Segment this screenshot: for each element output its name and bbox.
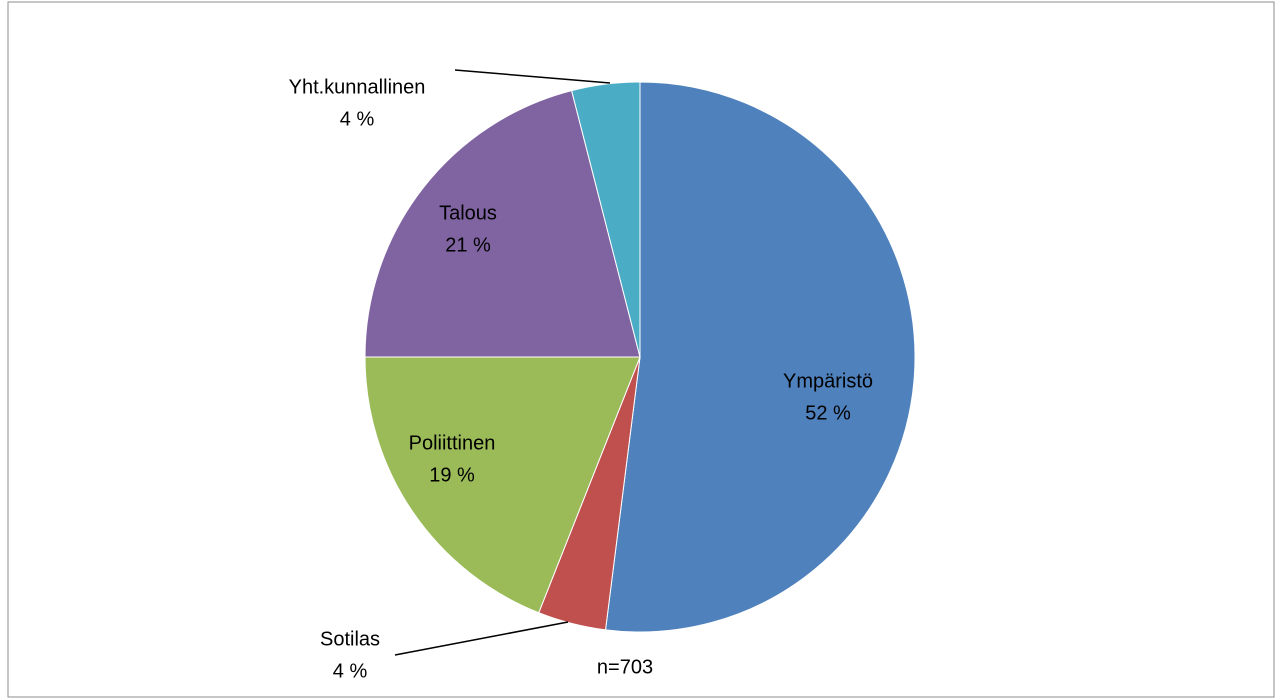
slice-label: Yht.kunnallinen xyxy=(289,76,426,98)
slice-label: Sotilas xyxy=(320,628,380,650)
slice-label: Ympäristö xyxy=(783,370,873,392)
leader-line xyxy=(454,69,611,84)
leader-line xyxy=(394,621,569,656)
pie-slice xyxy=(571,81,641,358)
slice-value-label: 19 % xyxy=(429,464,475,486)
slice-label: Talous xyxy=(439,202,497,224)
slice-value-label: 21 % xyxy=(445,234,491,256)
slice-value-label: 52 % xyxy=(805,402,851,424)
pie-slice xyxy=(604,81,916,633)
slice-label: Poliittinen xyxy=(409,432,496,454)
slice-value-label: 4 % xyxy=(333,660,368,682)
pie-slice xyxy=(364,356,641,614)
pie-slice xyxy=(364,90,641,358)
annotation: n=703 xyxy=(597,656,653,678)
slice-value-label: 4 % xyxy=(340,108,375,130)
